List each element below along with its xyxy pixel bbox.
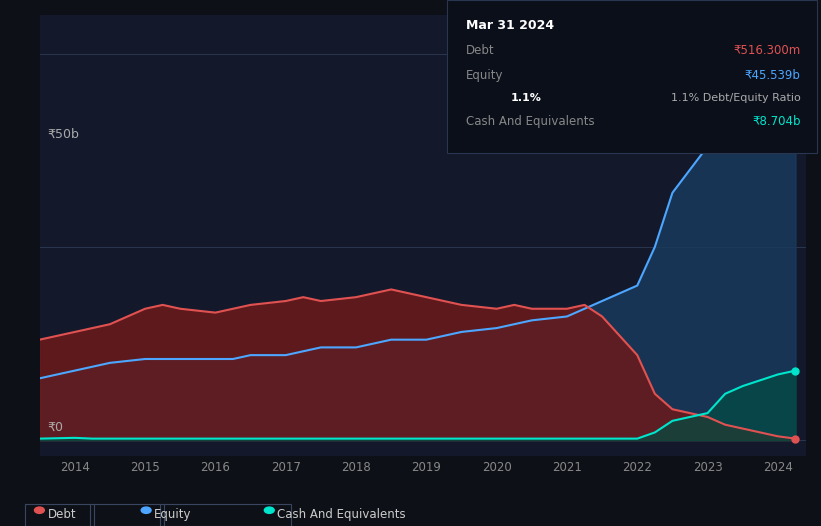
Text: Cash And Equivalents: Cash And Equivalents (277, 508, 406, 521)
Text: ₹45.539b: ₹45.539b (745, 69, 800, 83)
Text: Equity: Equity (466, 69, 503, 83)
Text: Debt: Debt (48, 508, 76, 521)
Text: ₹0: ₹0 (48, 420, 63, 433)
Text: ₹516.300m: ₹516.300m (733, 44, 800, 57)
Text: Mar 31 2024: Mar 31 2024 (466, 19, 553, 32)
Text: ₹50b: ₹50b (48, 127, 79, 140)
Text: 1.1%: 1.1% (511, 93, 542, 103)
Text: Equity: Equity (154, 508, 192, 521)
Text: Cash And Equivalents: Cash And Equivalents (466, 115, 594, 128)
Text: ₹8.704b: ₹8.704b (752, 115, 800, 128)
Text: Debt: Debt (466, 44, 494, 57)
Text: 1.1% Debt/Equity Ratio: 1.1% Debt/Equity Ratio (671, 93, 800, 103)
